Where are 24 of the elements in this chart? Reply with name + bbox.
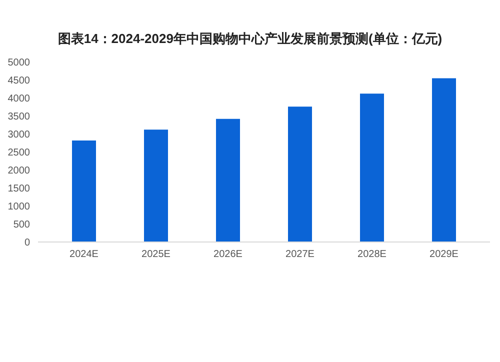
y-tick-label: 4500 bbox=[8, 76, 30, 87]
y-tick-label: 4000 bbox=[8, 94, 30, 105]
bar bbox=[144, 130, 168, 242]
chart-title: 图表14：2024-2029年中国购物中心产业发展前景预测(单位：亿元) bbox=[56, 30, 444, 48]
y-tick-label: 1500 bbox=[8, 184, 30, 195]
bar bbox=[360, 94, 384, 242]
x-tick-label: 2024E bbox=[70, 249, 99, 260]
x-tick-label: 2029E bbox=[430, 249, 459, 260]
bar bbox=[432, 78, 456, 242]
bar bbox=[288, 106, 312, 242]
y-tick-label: 2000 bbox=[8, 166, 30, 177]
y-tick-label: 3000 bbox=[8, 130, 30, 141]
y-tick-label: 5000 bbox=[8, 58, 30, 69]
y-tick-label: 2500 bbox=[8, 148, 30, 159]
x-tick-label: 2026E bbox=[214, 249, 243, 260]
y-tick-label: 500 bbox=[13, 220, 30, 231]
y-tick-label: 3500 bbox=[8, 112, 30, 123]
y-tick-label: 0 bbox=[24, 238, 30, 249]
x-tick-label: 2025E bbox=[142, 249, 171, 260]
bar bbox=[216, 118, 240, 242]
bar bbox=[72, 140, 96, 242]
x-tick-label: 2028E bbox=[358, 249, 387, 260]
x-tick-label: 2027E bbox=[286, 249, 315, 260]
y-tick-label: 1000 bbox=[8, 202, 30, 213]
